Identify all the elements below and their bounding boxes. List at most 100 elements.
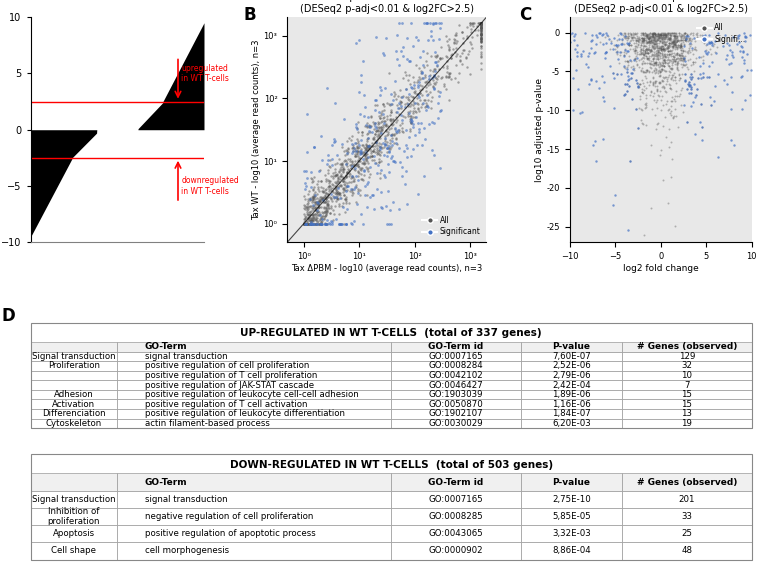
All bbox=[683, 29, 696, 38]
All bbox=[655, 45, 667, 54]
Point bbox=[600, 29, 612, 38]
All bbox=[670, 49, 683, 58]
All bbox=[332, 194, 344, 203]
All bbox=[640, 66, 653, 75]
All bbox=[384, 100, 396, 109]
All bbox=[631, 33, 644, 42]
All bbox=[304, 219, 316, 228]
All bbox=[665, 34, 677, 43]
All bbox=[640, 66, 652, 75]
All bbox=[301, 214, 314, 223]
All bbox=[679, 34, 691, 43]
All bbox=[370, 158, 382, 167]
All bbox=[378, 106, 390, 115]
All bbox=[644, 37, 656, 46]
All bbox=[445, 51, 457, 60]
All bbox=[475, 19, 487, 28]
All bbox=[322, 189, 334, 198]
All bbox=[652, 47, 664, 57]
All bbox=[649, 68, 661, 77]
All bbox=[650, 65, 663, 74]
All bbox=[665, 29, 677, 38]
All bbox=[671, 36, 683, 45]
All bbox=[666, 37, 678, 46]
All bbox=[663, 49, 675, 58]
All bbox=[303, 212, 315, 222]
All bbox=[652, 69, 664, 78]
Point bbox=[688, 79, 700, 89]
All bbox=[439, 71, 452, 80]
All bbox=[653, 151, 666, 160]
All bbox=[347, 160, 360, 170]
All bbox=[360, 121, 373, 130]
All bbox=[630, 56, 642, 65]
All bbox=[356, 127, 368, 136]
All bbox=[649, 31, 661, 41]
All bbox=[475, 30, 487, 39]
All bbox=[475, 43, 487, 53]
All bbox=[653, 32, 666, 41]
All bbox=[643, 42, 655, 51]
All bbox=[675, 42, 687, 51]
Point bbox=[690, 85, 703, 94]
All bbox=[662, 42, 674, 51]
Significant bbox=[314, 210, 326, 219]
Significant bbox=[390, 54, 403, 63]
All bbox=[645, 86, 657, 95]
Significant bbox=[407, 122, 419, 131]
All bbox=[646, 105, 658, 114]
All bbox=[654, 30, 667, 39]
All bbox=[640, 68, 652, 77]
All bbox=[685, 89, 697, 98]
All bbox=[307, 193, 319, 202]
Point bbox=[608, 103, 621, 112]
All bbox=[659, 44, 671, 53]
All bbox=[327, 183, 339, 192]
All bbox=[362, 145, 374, 154]
All bbox=[669, 29, 681, 38]
Point bbox=[683, 89, 695, 98]
All bbox=[319, 192, 331, 202]
All bbox=[299, 219, 311, 228]
All bbox=[658, 83, 670, 93]
All bbox=[640, 120, 652, 130]
All bbox=[363, 140, 375, 150]
Significant bbox=[417, 61, 430, 70]
All bbox=[655, 105, 667, 114]
Significant bbox=[334, 219, 346, 228]
Point bbox=[679, 77, 691, 86]
All bbox=[405, 113, 417, 122]
All bbox=[655, 65, 667, 74]
Point bbox=[695, 73, 707, 82]
Significant bbox=[392, 125, 404, 134]
All bbox=[648, 29, 660, 38]
All bbox=[645, 33, 657, 42]
All bbox=[309, 192, 321, 201]
All bbox=[631, 42, 644, 51]
All bbox=[650, 41, 663, 50]
Point bbox=[597, 93, 609, 102]
Significant bbox=[298, 185, 311, 194]
Significant bbox=[298, 179, 311, 188]
All bbox=[657, 30, 670, 39]
All bbox=[687, 49, 700, 58]
All bbox=[408, 84, 420, 93]
Point bbox=[615, 70, 627, 79]
Point bbox=[571, 66, 583, 75]
All bbox=[444, 68, 456, 77]
Significant bbox=[399, 180, 411, 189]
All bbox=[346, 190, 358, 199]
All bbox=[673, 35, 686, 44]
All bbox=[367, 151, 379, 160]
All bbox=[663, 50, 676, 59]
All bbox=[475, 19, 487, 28]
All bbox=[404, 80, 416, 89]
All bbox=[670, 35, 683, 44]
Significant bbox=[393, 143, 406, 152]
Significant bbox=[357, 57, 369, 66]
Point bbox=[621, 47, 633, 56]
All bbox=[656, 82, 668, 91]
All bbox=[352, 157, 364, 166]
All bbox=[644, 77, 657, 86]
All bbox=[331, 172, 344, 181]
